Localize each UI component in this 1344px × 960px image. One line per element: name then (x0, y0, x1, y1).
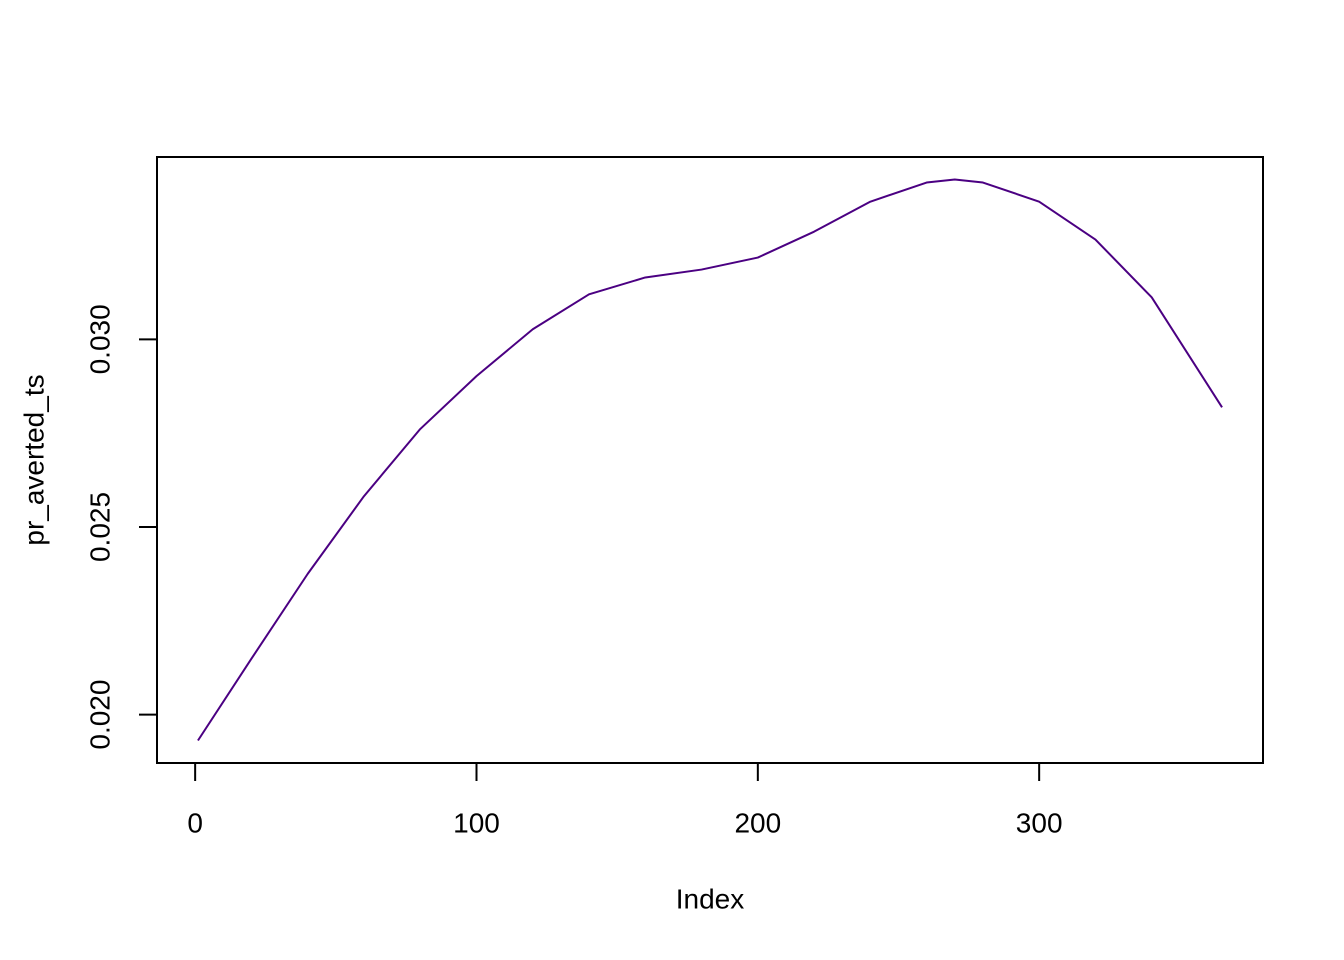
x-tick-label: 200 (734, 807, 781, 838)
x-tick-label: 100 (453, 807, 500, 838)
y-tick-label: 0.020 (84, 680, 115, 750)
data-line (197, 178, 1223, 742)
plot-box (156, 156, 1264, 764)
y-tick-label: 0.030 (84, 304, 115, 374)
x-tick-label: 0 (187, 807, 203, 838)
y-tick-label: 0.025 (84, 492, 115, 562)
x-tick-label: 300 (1016, 807, 1063, 838)
x-axis-label: Index (676, 883, 745, 914)
y-axis-label: pr_averted_ts (18, 374, 49, 545)
